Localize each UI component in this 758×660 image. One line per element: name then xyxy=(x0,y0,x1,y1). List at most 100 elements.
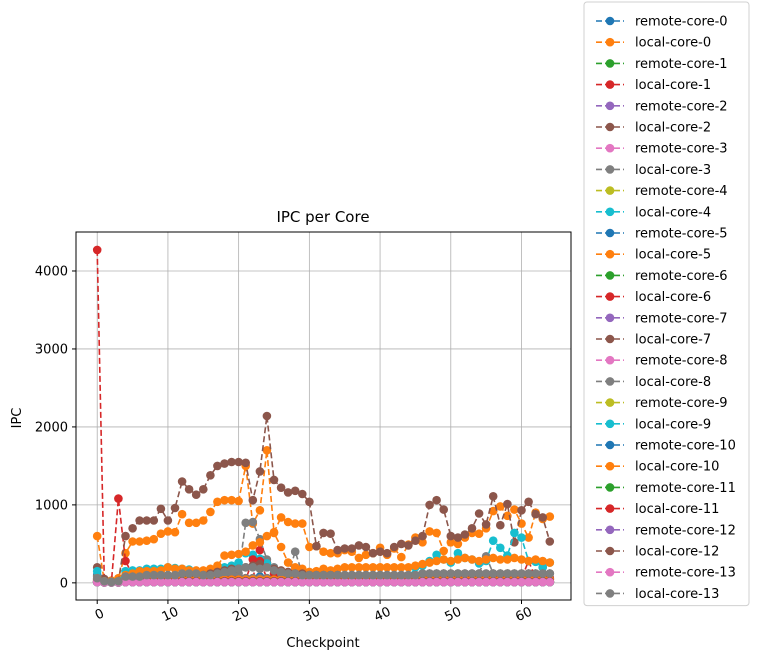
data-point xyxy=(290,547,300,556)
data-point xyxy=(481,577,491,587)
data-point xyxy=(305,542,314,552)
data-point xyxy=(156,570,166,580)
data-point xyxy=(276,567,286,577)
data-point xyxy=(305,497,314,507)
data-point xyxy=(446,556,456,566)
data-point xyxy=(227,457,236,467)
x-tick-label: 40 xyxy=(372,605,393,626)
data-point xyxy=(496,502,505,511)
data-point xyxy=(340,570,350,580)
data-point xyxy=(467,524,477,533)
legend-marker xyxy=(605,37,615,47)
data-point xyxy=(474,569,484,578)
data-point xyxy=(177,569,187,578)
data-point xyxy=(488,506,498,516)
legend-marker xyxy=(605,80,615,89)
data-point xyxy=(142,577,151,587)
data-point xyxy=(163,516,173,525)
data-point xyxy=(439,546,449,556)
data-point xyxy=(418,531,427,541)
legend-entry: remote-core-3 xyxy=(596,142,728,157)
data-point xyxy=(191,577,201,587)
data-point xyxy=(326,548,335,558)
legend-entry: remote-core-8 xyxy=(596,354,728,369)
legend-label: remote-core-10 xyxy=(635,439,736,454)
data-point xyxy=(531,569,540,578)
legend-marker xyxy=(605,504,615,513)
data-point xyxy=(488,569,498,578)
data-point xyxy=(481,520,491,529)
data-point xyxy=(425,558,434,567)
legend-label: local-core-11 xyxy=(635,502,719,517)
data-point xyxy=(241,458,250,468)
data-point xyxy=(439,555,449,564)
data-point xyxy=(481,555,491,564)
legend-entry: remote-core-1 xyxy=(596,57,728,72)
data-point xyxy=(191,490,201,500)
data-point xyxy=(220,459,229,468)
legend-marker xyxy=(605,398,615,407)
data-point xyxy=(298,519,307,528)
legend-label: local-core-3 xyxy=(635,163,711,178)
data-point xyxy=(389,570,399,580)
data-point xyxy=(425,500,434,510)
legend-label: remote-core-2 xyxy=(635,99,728,114)
data-point xyxy=(368,548,378,558)
data-point xyxy=(241,518,250,528)
data-point xyxy=(538,513,547,522)
legend-label: local-core-0 xyxy=(635,36,711,51)
data-point xyxy=(255,564,265,574)
data-point xyxy=(241,547,250,556)
data-point xyxy=(269,566,279,575)
legend-label: local-core-4 xyxy=(635,205,711,220)
legend-marker xyxy=(605,377,615,386)
data-point xyxy=(191,569,201,578)
data-point xyxy=(227,495,236,505)
data-point xyxy=(177,477,187,486)
data-point xyxy=(213,461,222,471)
data-point xyxy=(170,527,180,537)
legend-entry: local-core-6 xyxy=(596,290,711,305)
data-point xyxy=(503,569,512,578)
legend-label: remote-core-11 xyxy=(635,481,736,496)
y-tick-label: 0 xyxy=(60,576,68,591)
legend-label: remote-core-6 xyxy=(635,269,728,284)
data-point xyxy=(283,569,293,578)
data-point xyxy=(517,569,526,578)
legend-marker xyxy=(605,589,615,598)
legend-marker xyxy=(605,122,615,132)
data-point xyxy=(439,505,449,514)
data-point xyxy=(382,563,392,572)
data-point xyxy=(276,483,286,493)
data-point xyxy=(255,538,265,547)
data-point xyxy=(220,577,229,587)
legend-label: local-core-13 xyxy=(635,587,719,602)
data-point xyxy=(432,569,441,578)
data-point xyxy=(503,499,512,509)
data-point xyxy=(488,536,498,545)
legend-entry: remote-core-12 xyxy=(596,523,736,538)
data-point xyxy=(361,570,371,580)
data-point xyxy=(156,577,166,587)
legend-entry: remote-core-6 xyxy=(596,269,728,284)
data-point xyxy=(177,509,187,519)
legend-marker xyxy=(605,334,615,344)
data-point xyxy=(248,555,258,564)
data-point xyxy=(333,570,342,580)
data-point xyxy=(368,577,378,587)
legend-entry: local-core-11 xyxy=(596,502,719,517)
data-point xyxy=(524,497,533,507)
series-remote-core-13 xyxy=(92,577,555,587)
legend-marker xyxy=(605,567,615,577)
series-local-core-13 xyxy=(92,563,555,587)
legend-label: remote-core-9 xyxy=(635,396,728,411)
legend-marker xyxy=(605,101,615,111)
data-point xyxy=(361,542,371,552)
data-point xyxy=(149,516,159,525)
series-local-core-2 xyxy=(92,411,555,586)
legend-entry: remote-core-13 xyxy=(596,566,736,581)
legend-label: remote-core-4 xyxy=(635,184,728,199)
legend-marker xyxy=(605,525,615,535)
data-point xyxy=(382,548,392,558)
